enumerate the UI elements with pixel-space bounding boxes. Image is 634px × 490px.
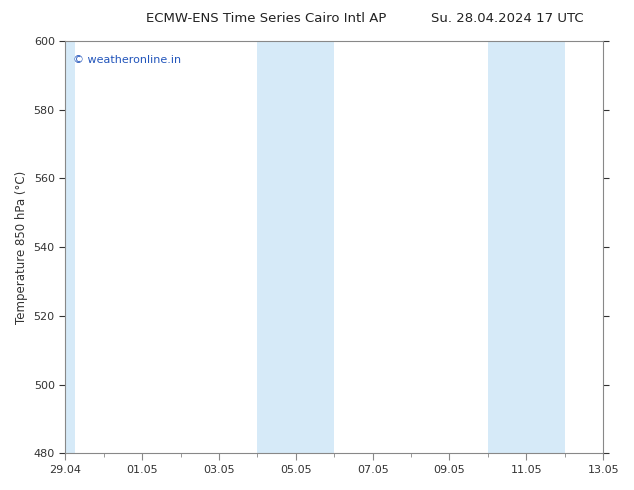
Text: © weatheronline.in: © weatheronline.in: [74, 55, 181, 66]
Bar: [488, 41, 565, 453]
Text: ECMW-ENS Time Series Cairo Intl AP: ECMW-ENS Time Series Cairo Intl AP: [146, 12, 387, 25]
Bar: [65, 41, 75, 453]
Text: Su. 28.04.2024 17 UTC: Su. 28.04.2024 17 UTC: [431, 12, 583, 25]
Y-axis label: Temperature 850 hPa (°C): Temperature 850 hPa (°C): [15, 171, 28, 324]
Bar: [257, 41, 334, 453]
